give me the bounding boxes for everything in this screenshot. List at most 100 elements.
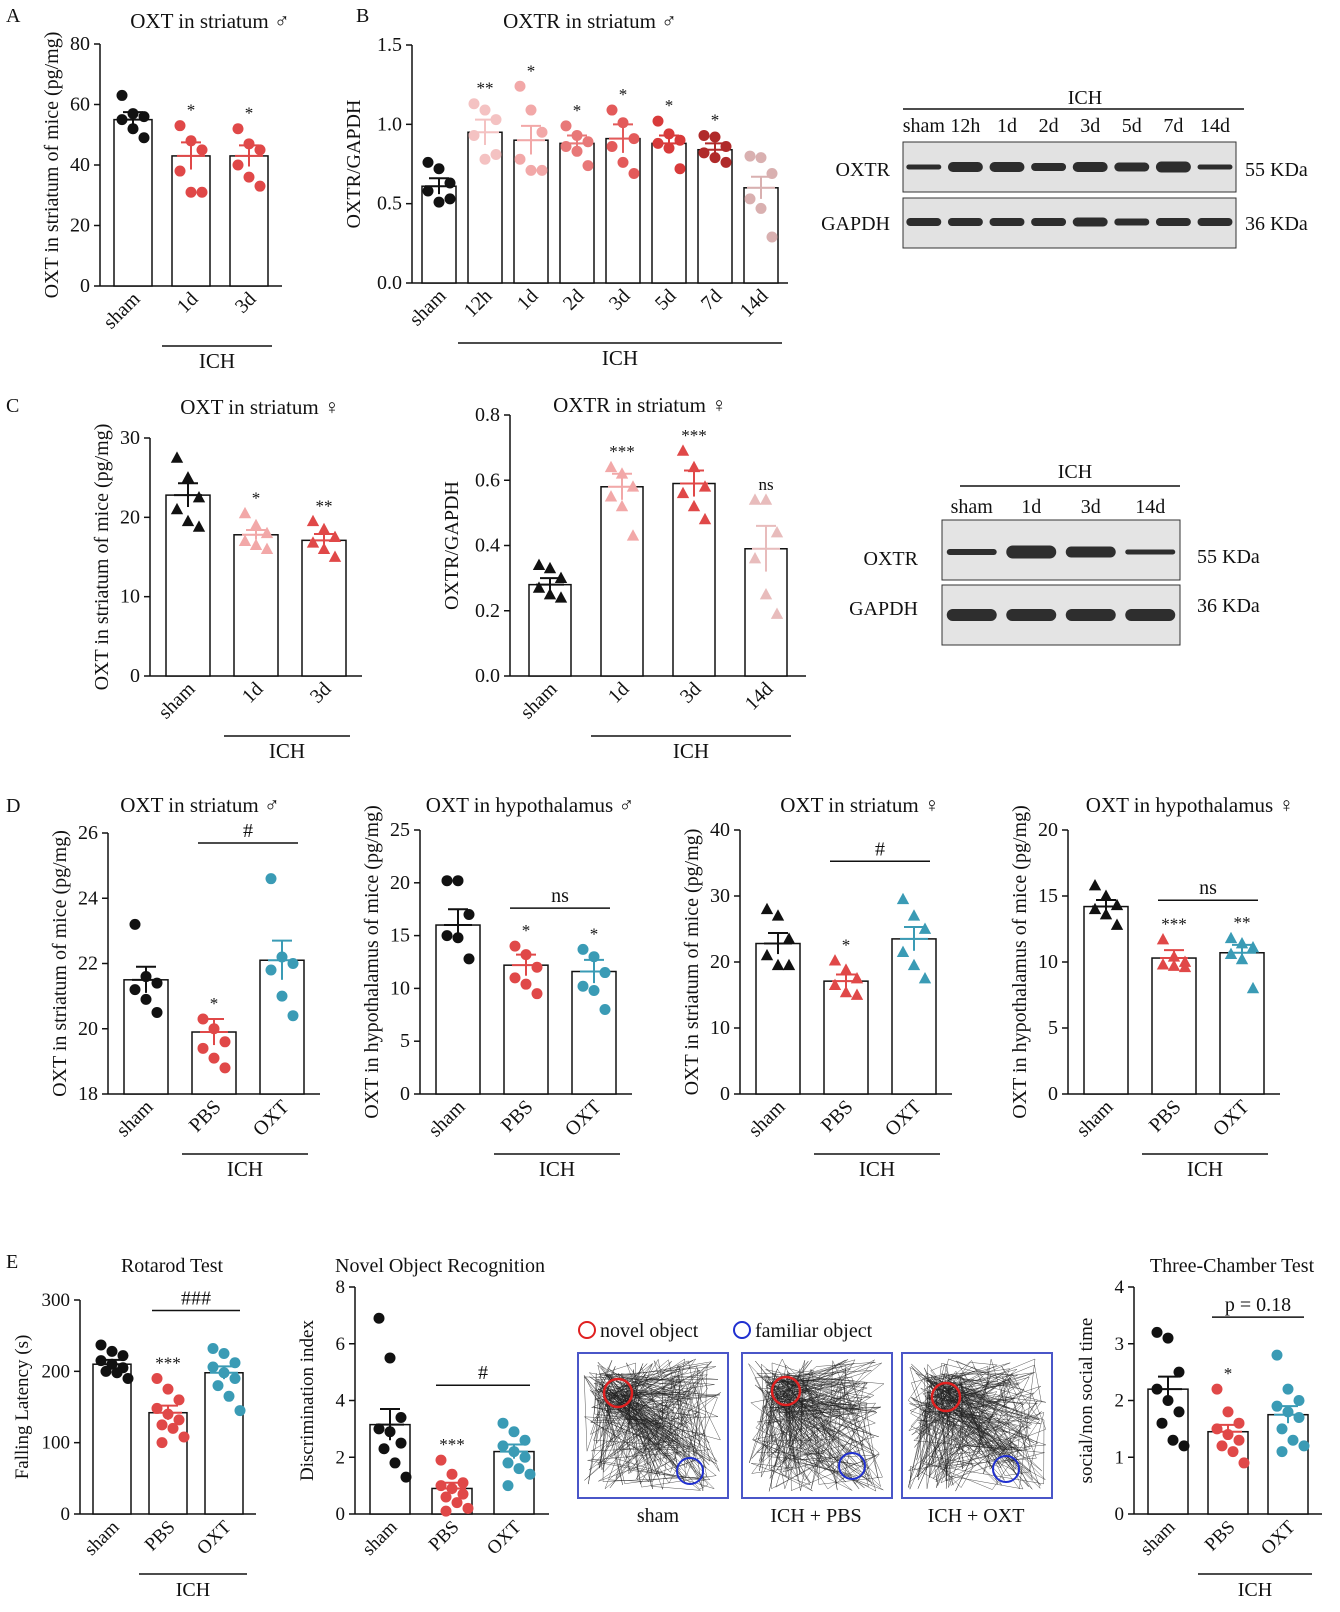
data-point xyxy=(652,137,664,149)
data-point xyxy=(457,1488,469,1500)
data-point xyxy=(138,111,150,123)
data-point xyxy=(1282,1383,1294,1395)
data-point xyxy=(554,571,568,583)
y-tick-label: 10 xyxy=(1038,951,1058,973)
chart-title: Three-Chamber Test xyxy=(1150,1255,1315,1277)
data-point xyxy=(508,1426,520,1438)
comparison-label: # xyxy=(478,1362,488,1384)
data-point xyxy=(850,988,864,1000)
significance-label: * xyxy=(252,488,261,507)
category-label: 7d xyxy=(697,285,727,315)
data-point xyxy=(229,1357,241,1369)
western-blot-female: ICH sham 1d 3d 14d OXTR GAPDH 55 KDa 36 KDa xyxy=(849,461,1260,646)
novel-object-legend-icon xyxy=(578,1321,596,1339)
data-point xyxy=(138,132,150,144)
data-point xyxy=(588,951,600,963)
data-point xyxy=(1227,1446,1239,1458)
data-point xyxy=(1224,931,1238,944)
data-point xyxy=(1110,898,1124,911)
data-point xyxy=(628,168,640,180)
data-point xyxy=(218,1348,230,1359)
bar xyxy=(493,1450,535,1515)
data-point xyxy=(129,918,141,930)
blot-bands xyxy=(946,545,1176,621)
data-point xyxy=(452,875,464,887)
data-point xyxy=(543,587,557,600)
data-point xyxy=(192,520,206,532)
category-label: OXT xyxy=(483,1516,526,1559)
data-point xyxy=(1178,960,1192,973)
data-point xyxy=(744,150,756,162)
data-point xyxy=(440,1491,452,1503)
data-point xyxy=(617,117,629,129)
data-point xyxy=(151,1402,163,1414)
blot-band xyxy=(1114,162,1150,172)
blot-lane-label: 7d xyxy=(1163,115,1183,137)
y-tick-label: 25 xyxy=(390,819,410,841)
data-point xyxy=(1088,902,1102,915)
data-point xyxy=(1276,1446,1288,1458)
y-tick-label: 2 xyxy=(336,1447,346,1468)
data-point xyxy=(389,1457,401,1469)
data-point xyxy=(174,120,186,132)
bar xyxy=(113,118,153,287)
blot-band xyxy=(1155,218,1191,226)
y-tick-label: 18 xyxy=(78,1083,98,1105)
data-point xyxy=(457,1477,469,1489)
y-tick-label: 20 xyxy=(70,215,90,237)
data-point xyxy=(524,1468,536,1480)
data-point xyxy=(238,506,252,519)
panel-letter-d: D xyxy=(6,795,20,817)
y-tick-label: 20 xyxy=(78,1018,98,1040)
data-point xyxy=(502,1457,514,1469)
data-point xyxy=(896,892,910,905)
category-label: sham xyxy=(154,678,200,724)
data-point xyxy=(162,1383,174,1395)
category-label: sham xyxy=(112,1096,158,1142)
significance-label: *** xyxy=(439,1435,465,1454)
blot-band xyxy=(1031,163,1067,171)
category-label: sham xyxy=(99,288,145,334)
novel-object-circle xyxy=(770,1375,802,1407)
significance-label: * xyxy=(527,61,536,80)
familiar-object-circle xyxy=(838,1452,866,1480)
data-point xyxy=(531,988,543,1000)
bar xyxy=(259,959,305,1095)
data-point xyxy=(208,1052,220,1064)
chart-title: OXT in striatum ♂ xyxy=(130,9,289,33)
data-point xyxy=(129,984,141,996)
data-point xyxy=(744,193,756,205)
data-point xyxy=(1151,1383,1163,1395)
y-tick-label: 40 xyxy=(710,819,730,841)
data-point xyxy=(577,980,589,992)
category-label: PBS xyxy=(141,1517,180,1556)
data-point xyxy=(122,1372,134,1384)
group-label: ICH xyxy=(1187,1157,1223,1181)
category-label: PBS xyxy=(1201,1517,1240,1556)
data-point xyxy=(599,967,611,979)
data-point xyxy=(628,133,640,145)
y-axis-label: OXT in striatum of mice (pg/mg) xyxy=(49,830,71,1097)
data-point xyxy=(207,1343,219,1355)
data-point xyxy=(328,530,342,543)
data-point xyxy=(1211,1383,1223,1395)
data-point xyxy=(196,186,208,198)
chart-a: OXT in striatum ♂ 0 20 40 60 80 OXT in striatu… xyxy=(41,9,290,373)
significance-label: *** xyxy=(1161,915,1187,934)
data-point xyxy=(709,152,721,164)
data-point xyxy=(1235,952,1249,965)
y-tick-label: 30 xyxy=(120,427,140,449)
chart-title: Rotarod Test xyxy=(121,1255,224,1277)
bar xyxy=(171,155,211,287)
data-point xyxy=(238,534,252,547)
data-point xyxy=(232,159,244,171)
data-point xyxy=(373,1423,385,1435)
data-point xyxy=(755,202,767,214)
data-point xyxy=(140,971,152,983)
data-point xyxy=(156,1419,168,1431)
category-label: OXT xyxy=(1257,1516,1300,1559)
category-label: 5d xyxy=(651,285,681,315)
data-point xyxy=(384,1426,396,1438)
track-label-sham: sham xyxy=(637,1505,680,1527)
